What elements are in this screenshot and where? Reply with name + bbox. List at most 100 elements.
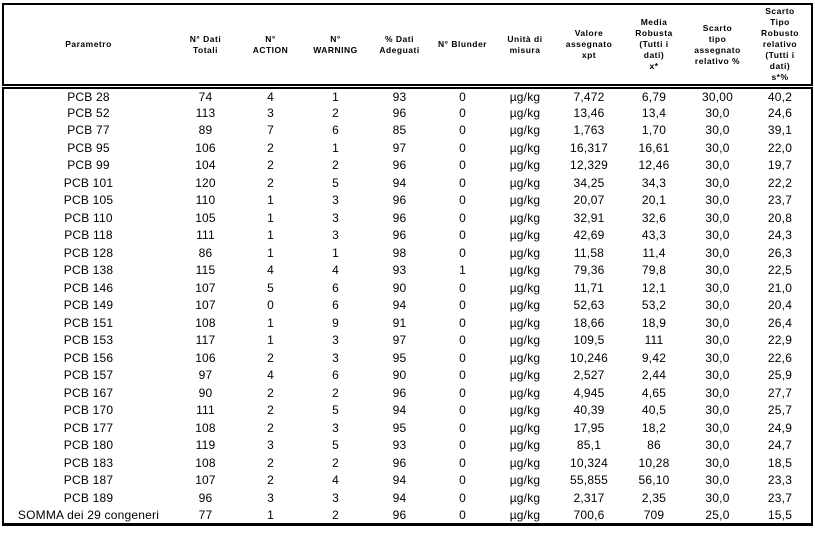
cell-n-action: 1 [267,245,274,260]
cell-scarto-tipo-assegnato: 30,0 [705,333,730,348]
cell-unita-di-misura: µg/kg [509,228,541,243]
cell-scarto-tipo-assegnato: 30,0 [705,368,730,383]
cell-n-warning: 4 [332,473,339,488]
cell-n-dati-totali: 106 [195,350,216,365]
cell-n-action: 2 [267,140,274,155]
cell-valore-assegnato-xpt: 2,527 [573,368,605,383]
cell-media-robusta: 53,2 [641,298,667,313]
cell-n-blunder: 0 [459,298,466,313]
cell-parametro: PCB 101 [63,175,114,190]
cell-pct-dati-adeguati: 95 [392,350,407,365]
cell-unita-di-misura: µg/kg [509,210,541,225]
cell-valore-assegnato-xpt: 32,91 [573,210,605,225]
cell-pct-dati-adeguati: 96 [392,210,407,225]
cell-scarto-tipo-robusto: 39,1 [767,123,793,138]
cell-n-action: 3 [267,438,274,453]
cell-media-robusta: 4,65 [641,385,667,400]
cell-scarto-tipo-robusto: 24,9 [767,420,793,435]
cell-n-dati-totali: 89 [198,123,213,138]
cell-n-blunder: 0 [459,438,466,453]
cell-parametro: PCB 177 [63,420,114,435]
cell-n-dati-totali: 115 [195,263,216,278]
cell-media-robusta: 43,3 [641,228,667,243]
cell-media-robusta: 2,35 [641,490,667,505]
cell-n-dati-totali: 111 [196,228,215,243]
cell-n-warning: 5 [332,438,339,453]
cell-pct-dati-adeguati: 97 [392,333,407,348]
cell-unita-di-misura: µg/kg [509,193,541,208]
cell-n-dati-totali: 107 [195,280,216,295]
cell-scarto-tipo-assegnato: 30,0 [705,105,730,120]
cell-pct-dati-adeguati: 96 [392,105,407,120]
table-row: PCB 187 107 2 4 94 0 µg/kg 55,855 56,10 30,0 23,3 [3,472,812,490]
cell-scarto-tipo-robusto: 23,7 [767,490,793,505]
col-header-n-blunder: N° Blunder [437,39,487,49]
cell-scarto-tipo-assegnato: 30,0 [705,420,730,435]
cell-unita-di-misura: µg/kg [509,490,541,505]
cell-media-robusta: 709 [643,507,665,522]
col-header-pct-dati-adeguati: % Dati Adeguati [379,33,420,55]
cell-scarto-tipo-robusto: 18,5 [767,455,793,470]
cell-valore-assegnato-xpt: 12,329 [570,158,608,173]
cell-parametro: PCB 77 [67,123,110,138]
cell-valore-assegnato-xpt: 16,317 [570,140,608,155]
cell-valore-assegnato-xpt: 40,39 [573,403,605,418]
cell-scarto-tipo-assegnato: 30,0 [705,158,730,173]
cell-parametro: PCB 189 [63,490,114,505]
cell-valore-assegnato-xpt: 1,763 [573,123,605,138]
cell-n-dati-totali: 111 [196,403,215,418]
cell-n-dati-totali: 104 [195,158,216,173]
cell-pct-dati-adeguati: 98 [392,245,407,260]
cell-pct-dati-adeguati: 94 [392,403,407,418]
cell-n-action: 2 [267,350,274,365]
cell-media-robusta: 111 [644,333,664,348]
cell-scarto-tipo-assegnato: 30,0 [705,315,730,330]
table-row: PCB 177 108 2 3 95 0 µg/kg 17,95 18,2 30,0 24,9 [3,419,812,437]
cell-n-dati-totali: 74 [198,89,213,104]
cell-n-blunder: 0 [459,368,466,383]
table-row: PCB 128 86 1 1 98 0 µg/kg 11,58 11,4 30,0 26,3 [3,244,812,262]
cell-valore-assegnato-xpt: 52,63 [573,298,605,313]
cell-n-warning: 3 [332,420,339,435]
cell-unita-di-misura: µg/kg [509,315,541,330]
cell-n-action: 2 [267,473,274,488]
cell-n-blunder: 0 [459,228,466,243]
cell-scarto-tipo-robusto: 15,5 [767,507,793,522]
cell-scarto-tipo-assegnato: 30,0 [705,473,730,488]
cell-n-action: 2 [267,158,274,173]
cell-n-warning: 3 [332,490,339,505]
cell-pct-dati-adeguati: 94 [392,473,407,488]
cell-n-warning: 3 [332,193,339,208]
cell-n-warning: 2 [332,385,339,400]
col-header-media-robusta: Media Robusta (Tutti i dati) x* [635,17,673,71]
cell-scarto-tipo-robusto: 24,3 [767,228,793,243]
cell-unita-di-misura: µg/kg [509,263,541,278]
cell-parametro: PCB 180 [63,438,114,453]
cell-media-robusta: 18,2 [641,420,667,435]
cell-pct-dati-adeguati: 94 [392,490,407,505]
cell-scarto-tipo-robusto: 19,7 [767,158,793,173]
cell-n-warning: 1 [332,140,339,155]
cell-scarto-tipo-assegnato: 30,0 [705,263,730,278]
cell-pct-dati-adeguati: 93 [392,263,407,278]
cell-media-robusta: 86 [647,438,661,453]
cell-pct-dati-adeguati: 93 [392,438,407,453]
cell-valore-assegnato-xpt: 13,46 [573,105,605,120]
pcb-results-table: Parametro N° Dati Totali N° ACTION N° WARNI… [2,3,813,526]
table-row: PCB 156 106 2 3 95 0 µg/kg 10,246 9,42 30,0 22,6 [3,349,812,367]
cell-unita-di-misura: µg/kg [509,175,541,190]
cell-parametro: PCB 149 [63,298,114,313]
cell-n-blunder: 0 [459,140,466,155]
cell-parametro: PCB 110 [64,210,113,225]
cell-n-dati-totali: 113 [195,105,216,120]
cell-valore-assegnato-xpt: 11,71 [573,280,605,295]
cell-n-warning: 3 [332,333,339,348]
cell-n-blunder: 0 [459,403,466,418]
cell-n-blunder: 0 [459,350,466,365]
cell-n-warning: 2 [332,455,339,470]
cell-parametro: PCB 105 [63,193,114,208]
cell-scarto-tipo-assegnato: 30,0 [705,403,730,418]
cell-unita-di-misura: µg/kg [509,473,541,488]
cell-n-warning: 5 [332,175,339,190]
cell-n-dati-totali: 86 [198,245,213,260]
